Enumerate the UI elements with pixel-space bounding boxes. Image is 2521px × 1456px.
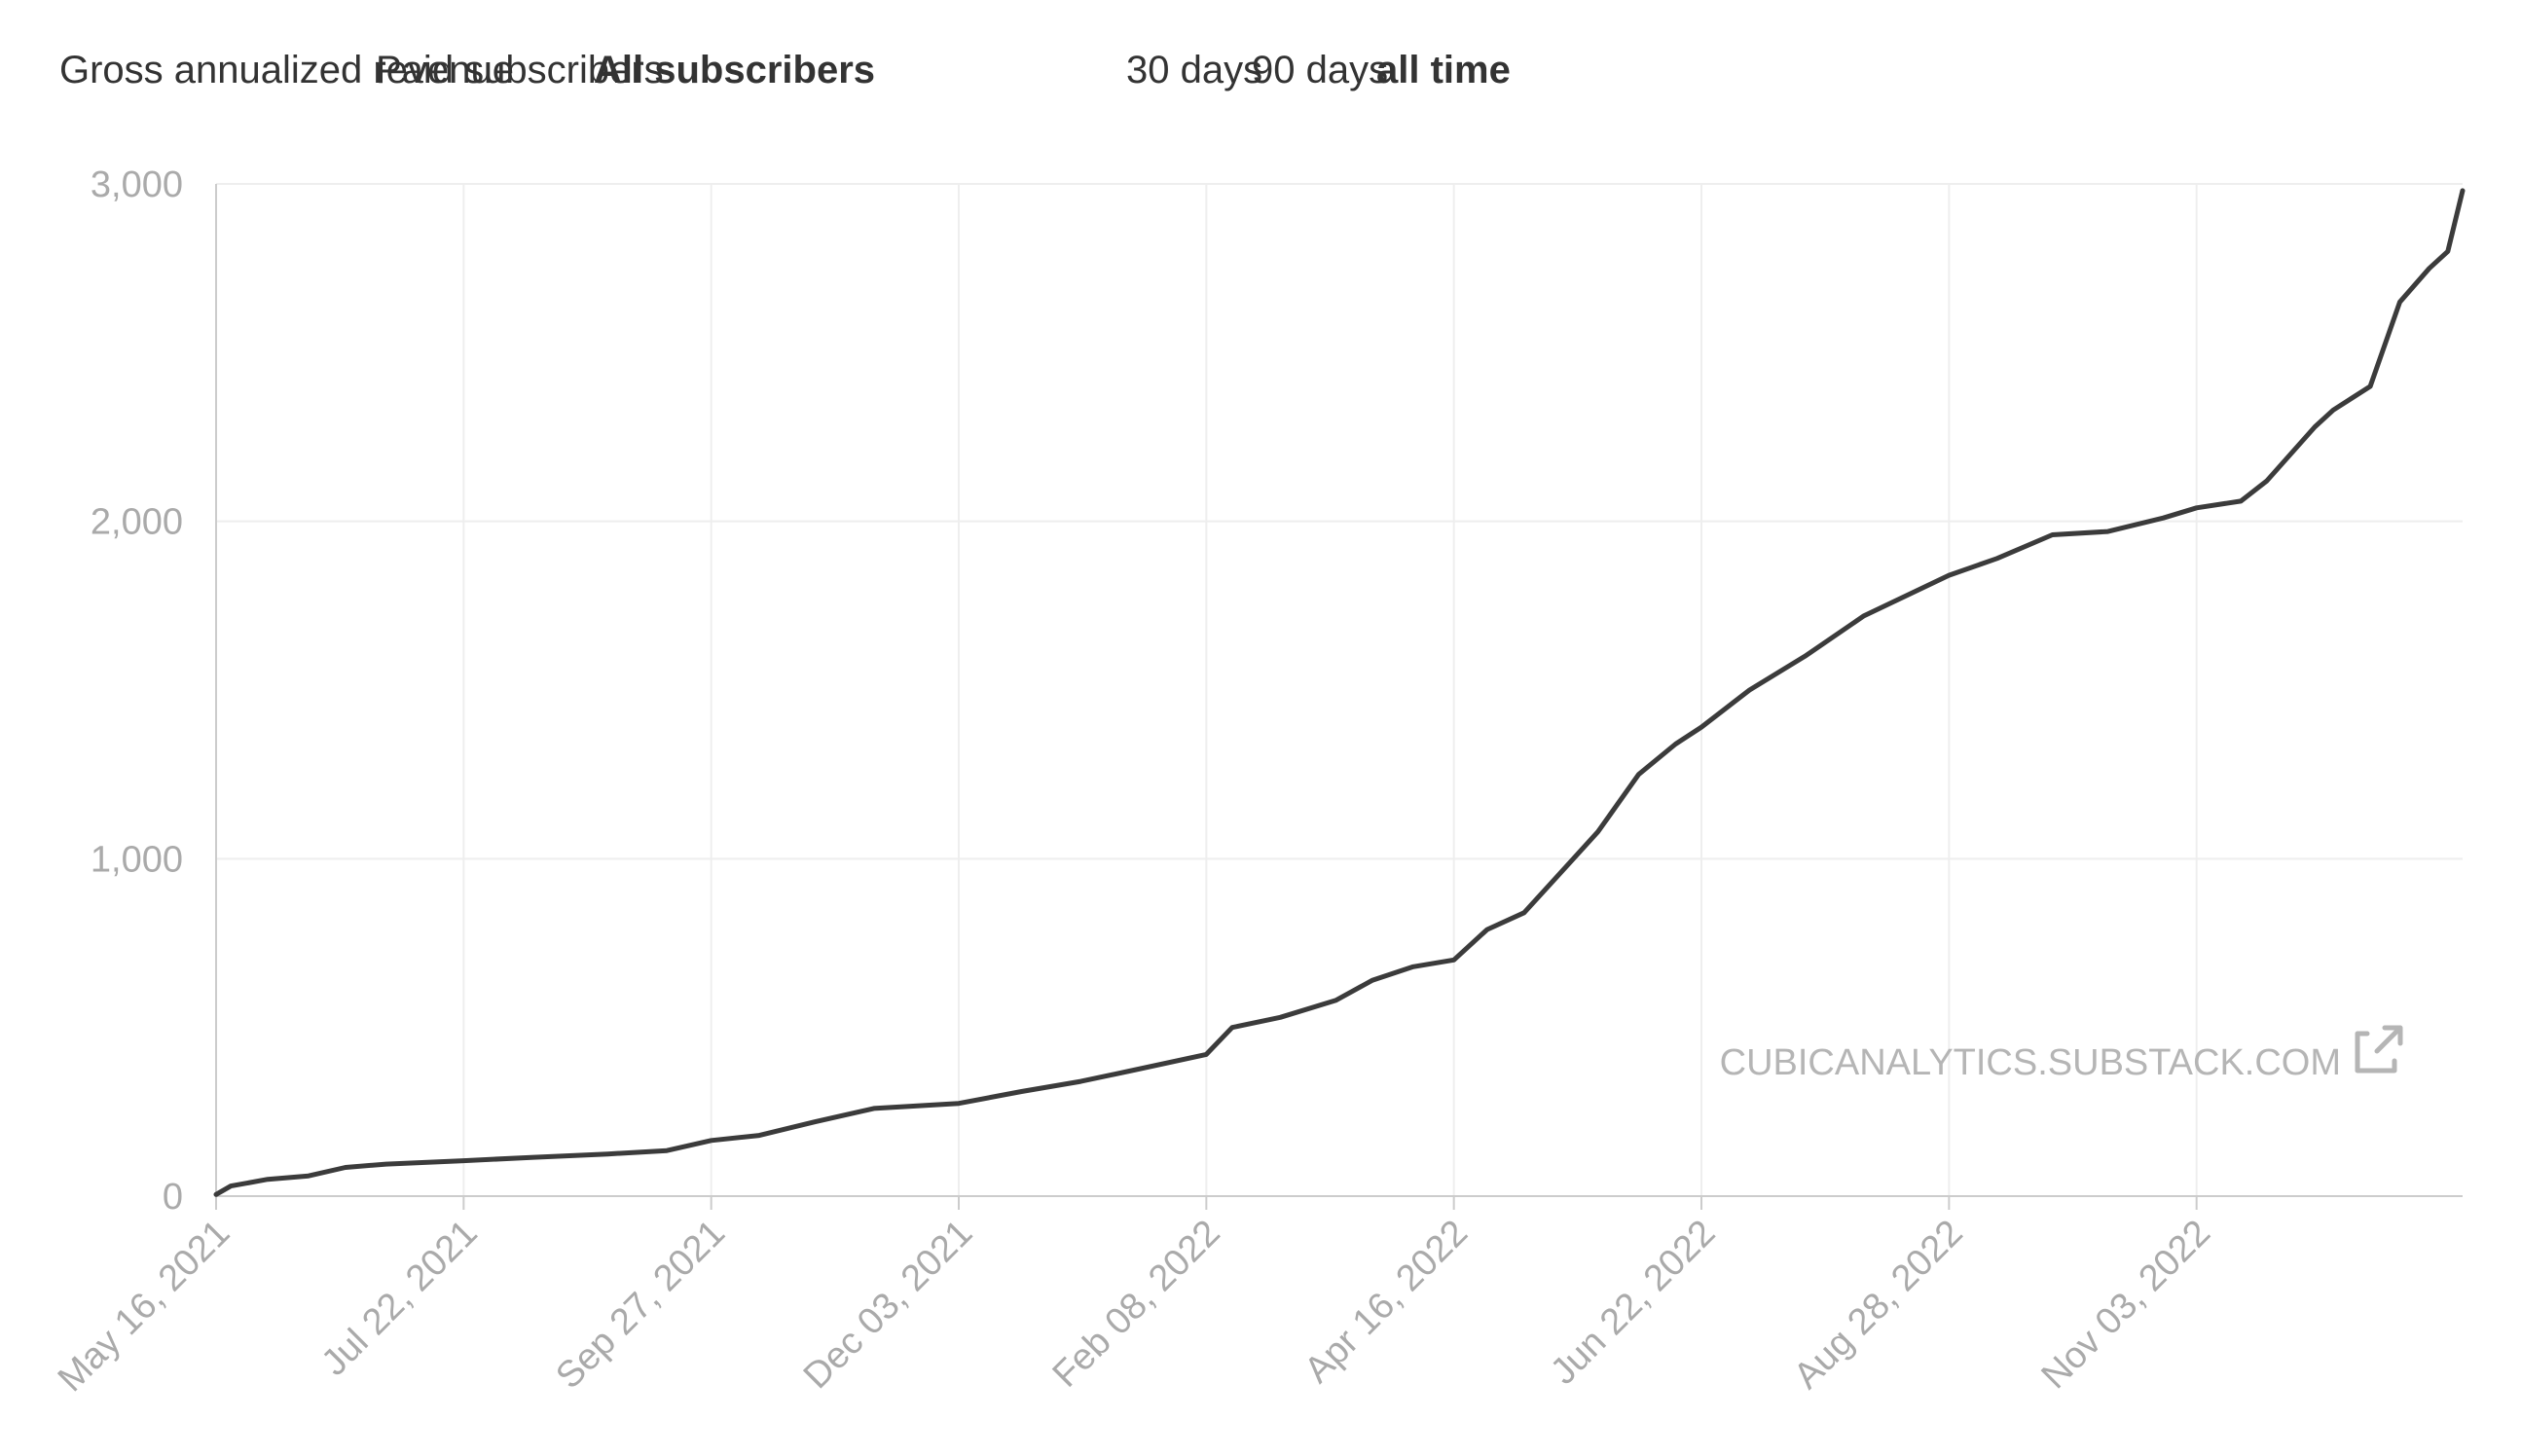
external-link-icon[interactable] (2355, 1025, 2403, 1074)
x-tick-label: Dec 03, 2021 (796, 1213, 981, 1398)
chart-grid (216, 183, 2463, 1196)
tab-gross-annualized-revenue[interactable]: Gross annualized revenue (59, 49, 514, 91)
y-axis-ticks: 0 1,000 2,000 3,000 (91, 164, 183, 1218)
watermark[interactable]: CUBICANALYTICS.SUBSTACK.COM (1720, 1025, 2403, 1083)
x-tick-label: Apr 16, 2022 (1297, 1213, 1476, 1392)
series-line (213, 188, 2466, 1197)
x-tick-label: Feb 08, 2022 (1045, 1213, 1228, 1396)
x-tick-label: Nov 03, 2022 (2033, 1213, 2218, 1398)
watermark-text: CUBICANALYTICS.SUBSTACK.COM (1720, 1042, 2341, 1083)
x-tick-label: Jun 22, 2022 (1543, 1213, 1723, 1393)
y-tick-label: 0 (163, 1177, 183, 1218)
x-tick-label: Aug 28, 2022 (1786, 1213, 1971, 1398)
y-tick-label: 3,000 (91, 164, 183, 205)
x-axis-ticks: May 16, 2021 Jul 22, 2021 Sep 27, 2021 Dec … (51, 1213, 2218, 1401)
chart-axes (215, 184, 2463, 1210)
y-tick-label: 1,000 (91, 839, 183, 880)
tab-all-subscribers[interactable]: All subscribers (594, 49, 876, 91)
y-tick-label: 2,000 (91, 502, 183, 543)
x-tick-label: Sep 27, 2021 (548, 1213, 733, 1398)
tab-30-days[interactable]: 30 days (1126, 49, 1263, 91)
x-tick-label: Jul 22, 2021 (314, 1213, 486, 1384)
tab-paid-subscribers[interactable]: Paid subscribers (376, 49, 664, 91)
chart-tabbar: Gross annualized revenue Paid subscriber… (0, 0, 2521, 136)
tab-90-days[interactable]: 90 days (1252, 49, 1389, 91)
x-tick-label: May 16, 2021 (51, 1213, 238, 1401)
tab-all-time[interactable]: all time (1376, 49, 1511, 91)
